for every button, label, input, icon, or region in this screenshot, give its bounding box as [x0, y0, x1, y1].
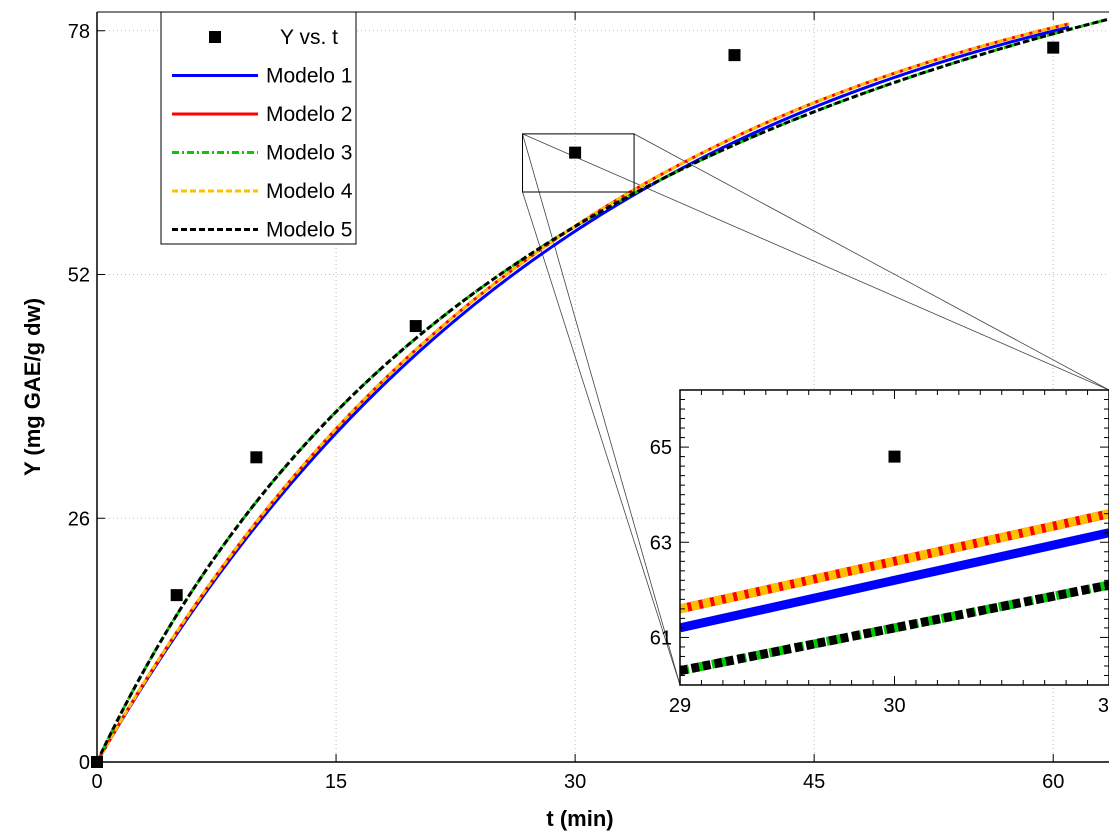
x-tick-label: 0: [91, 771, 102, 793]
legend-label: Modelo 3: [266, 142, 352, 165]
inset-x-tick-label: 29: [669, 695, 691, 717]
x-tick-label: 30: [564, 771, 586, 793]
y-tick-label: 0: [79, 752, 90, 774]
inset-data-point: [888, 450, 901, 463]
legend-label: Modelo 2: [266, 103, 352, 126]
x-tick-label: 45: [803, 771, 825, 793]
data-point: [409, 320, 422, 333]
inset-data-points: [888, 450, 901, 463]
legend-label: Modelo 4: [266, 180, 353, 203]
zoom-connector-line: [522, 133, 1109, 391]
y-tick-label: 78: [68, 21, 90, 43]
series-line-modelo-1: [97, 25, 1070, 762]
y-tick-label: 26: [68, 508, 90, 530]
inset-chart: 29 30 31 61 63 65: [650, 389, 1109, 717]
inset-y-tick-label: 63: [650, 532, 672, 554]
legend-label: Y vs. t: [280, 26, 338, 49]
x-tick-label: 60: [1042, 771, 1064, 793]
inset-y-tick-label: 65: [650, 437, 672, 459]
main-ticks: 0 15 30 45 60 0 26 52 78: [68, 12, 1064, 793]
inset-series-line-modelo-4: [680, 509, 1109, 614]
series-line-modelo-5: [97, 17, 1109, 762]
inset-y-tick-label: 61: [650, 627, 672, 649]
x-axis-label: t (min): [546, 806, 613, 831]
zoom-box: [522, 133, 635, 193]
data-point: [170, 589, 183, 602]
inset-background: [680, 390, 1109, 685]
inset-ticks: 29 30 31 61 63 65: [650, 389, 1109, 717]
zoom-connector-line: [522, 133, 681, 686]
main-series-layer: [97, 17, 1109, 762]
legend-marker-points: [209, 31, 221, 43]
inset-x-tick-label: 30: [883, 695, 905, 717]
zoom-connector-line: [522, 191, 681, 686]
inset-series-layer: [680, 509, 1109, 676]
data-point: [1047, 41, 1060, 54]
legend-label: Modelo 5: [266, 219, 352, 242]
legend: Y vs. t Modelo 1 Modelo 2 Modelo 3 Modelo 4 M…: [160, 11, 357, 245]
y-axis-label: Y (mg GAE/g dw): [20, 298, 45, 476]
inset-series-line-modelo-5: [680, 580, 1109, 676]
inset-series-line-modelo-1: [680, 528, 1109, 633]
y-tick-label: 52: [68, 265, 90, 287]
legend-label: Modelo 1: [266, 65, 352, 88]
data-point: [569, 146, 582, 159]
zoom-connector-line: [633, 133, 1109, 391]
x-tick-label: 15: [325, 771, 347, 793]
inset-x-tick-label: 31: [1098, 695, 1109, 717]
zoom-connector-lines: [522, 133, 1109, 686]
data-point: [728, 49, 741, 62]
data-point: [250, 451, 263, 464]
legend-box: [160, 11, 357, 245]
